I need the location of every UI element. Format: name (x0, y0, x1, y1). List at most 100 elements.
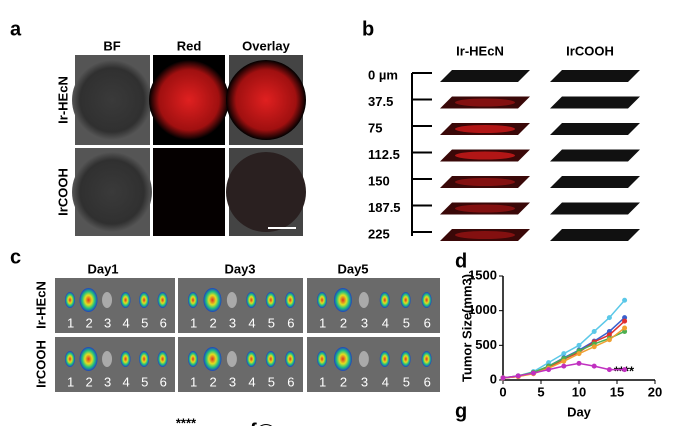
organ (285, 292, 296, 308)
organ-number: 3 (104, 315, 111, 330)
organ (379, 351, 390, 367)
row-label: IrCOOH (33, 340, 48, 388)
point (515, 373, 521, 379)
organ (285, 351, 296, 367)
organ-number: 6 (287, 315, 294, 330)
x-tick-label: 5 (537, 384, 544, 399)
panel-label: b (362, 18, 374, 40)
organ (157, 292, 168, 308)
organ (226, 351, 237, 367)
organ-number: 4 (382, 374, 389, 389)
slice (550, 123, 640, 135)
column-header: BF (103, 38, 120, 53)
panel-a-images (72, 55, 306, 236)
organ-number: 3 (229, 315, 236, 330)
y-axis-label: Tumor Size(mm3) (459, 274, 474, 382)
organ-number: 4 (382, 315, 389, 330)
point (561, 351, 567, 357)
imaging-panel (307, 337, 440, 392)
organ (157, 351, 168, 367)
slice (550, 149, 640, 162)
point (622, 328, 628, 334)
point (606, 315, 612, 321)
column-header: Ir-HEcN (456, 43, 504, 58)
panel-label: d (455, 250, 467, 272)
organ-number: 6 (424, 315, 431, 330)
organ-number: 5 (268, 374, 275, 389)
organ (333, 288, 352, 312)
organ (265, 292, 276, 308)
organ-number: 5 (141, 374, 148, 389)
slice (550, 202, 640, 215)
organ (203, 288, 222, 312)
depth-label: 150 (368, 173, 390, 188)
panel-label: g (455, 400, 467, 422)
organ-number: 2 (86, 315, 93, 330)
y-tick-label: 500 (475, 337, 497, 352)
point (622, 315, 628, 321)
organ (188, 351, 198, 367)
row-label: IrCOOH (55, 168, 70, 216)
point (576, 342, 582, 348)
slice (550, 229, 640, 241)
point (546, 367, 552, 373)
point (591, 363, 597, 369)
slice (550, 176, 640, 188)
x-tick-label: 10 (572, 384, 586, 399)
organ-number: 4 (123, 374, 130, 389)
organ-number: 5 (268, 315, 275, 330)
imaging-panel (178, 278, 303, 333)
row-label: Ir-HEcN (33, 281, 48, 329)
day-label: Day1 (87, 261, 118, 276)
organ-number: 1 (67, 374, 74, 389)
point (500, 375, 506, 381)
organ-number: 5 (403, 374, 410, 389)
y-tick-label: 1500 (468, 267, 497, 282)
point (606, 367, 612, 373)
organ-number: 3 (229, 374, 236, 389)
organ (102, 292, 113, 308)
imaging-panel (55, 337, 175, 392)
point (576, 360, 582, 366)
imaging-panel (307, 278, 440, 333)
organ (358, 292, 369, 308)
point (622, 367, 628, 373)
imaging-panel (178, 337, 303, 392)
depth-label: 112.5 (368, 147, 400, 162)
point (546, 360, 552, 366)
organ-number: 2 (340, 315, 347, 330)
annotation: **** (176, 415, 197, 426)
organ-number: 2 (209, 315, 216, 330)
slice (550, 96, 640, 109)
organ-number: 1 (319, 315, 326, 330)
organ-number: 3 (361, 315, 368, 330)
x-tick-label: 0 (499, 384, 506, 399)
organ (358, 351, 369, 367)
panel-c-images: 1 2 3 4 5 6 1 2 3 4 5 6 1 2 3 4 5 61 2 3 4 5 6 1 2 3 4 5 6 1 2 3 4 5 6 (55, 278, 440, 392)
organ-number: 5 (403, 315, 410, 330)
point (622, 325, 628, 331)
organ-number: 5 (141, 315, 148, 330)
point (606, 328, 612, 334)
slice-signal (455, 231, 515, 239)
organ (79, 347, 98, 371)
point (561, 358, 567, 364)
point (622, 297, 628, 303)
slice-signal (455, 125, 515, 133)
organ (65, 292, 75, 308)
organ-number: 3 (104, 374, 111, 389)
column-header: Overlay (242, 38, 290, 53)
point (561, 363, 567, 369)
organ (203, 347, 222, 371)
organ (379, 292, 390, 308)
organ (246, 292, 257, 308)
organ (265, 351, 276, 367)
organ-number: 6 (424, 374, 431, 389)
organ-number: 6 (287, 374, 294, 389)
depth-label: 75 (368, 120, 382, 135)
point (576, 351, 582, 357)
depth-label: 187.5 (368, 200, 401, 215)
depth-label: 0 µm (368, 67, 398, 82)
organ (79, 288, 98, 312)
organ-number: 4 (248, 315, 255, 330)
